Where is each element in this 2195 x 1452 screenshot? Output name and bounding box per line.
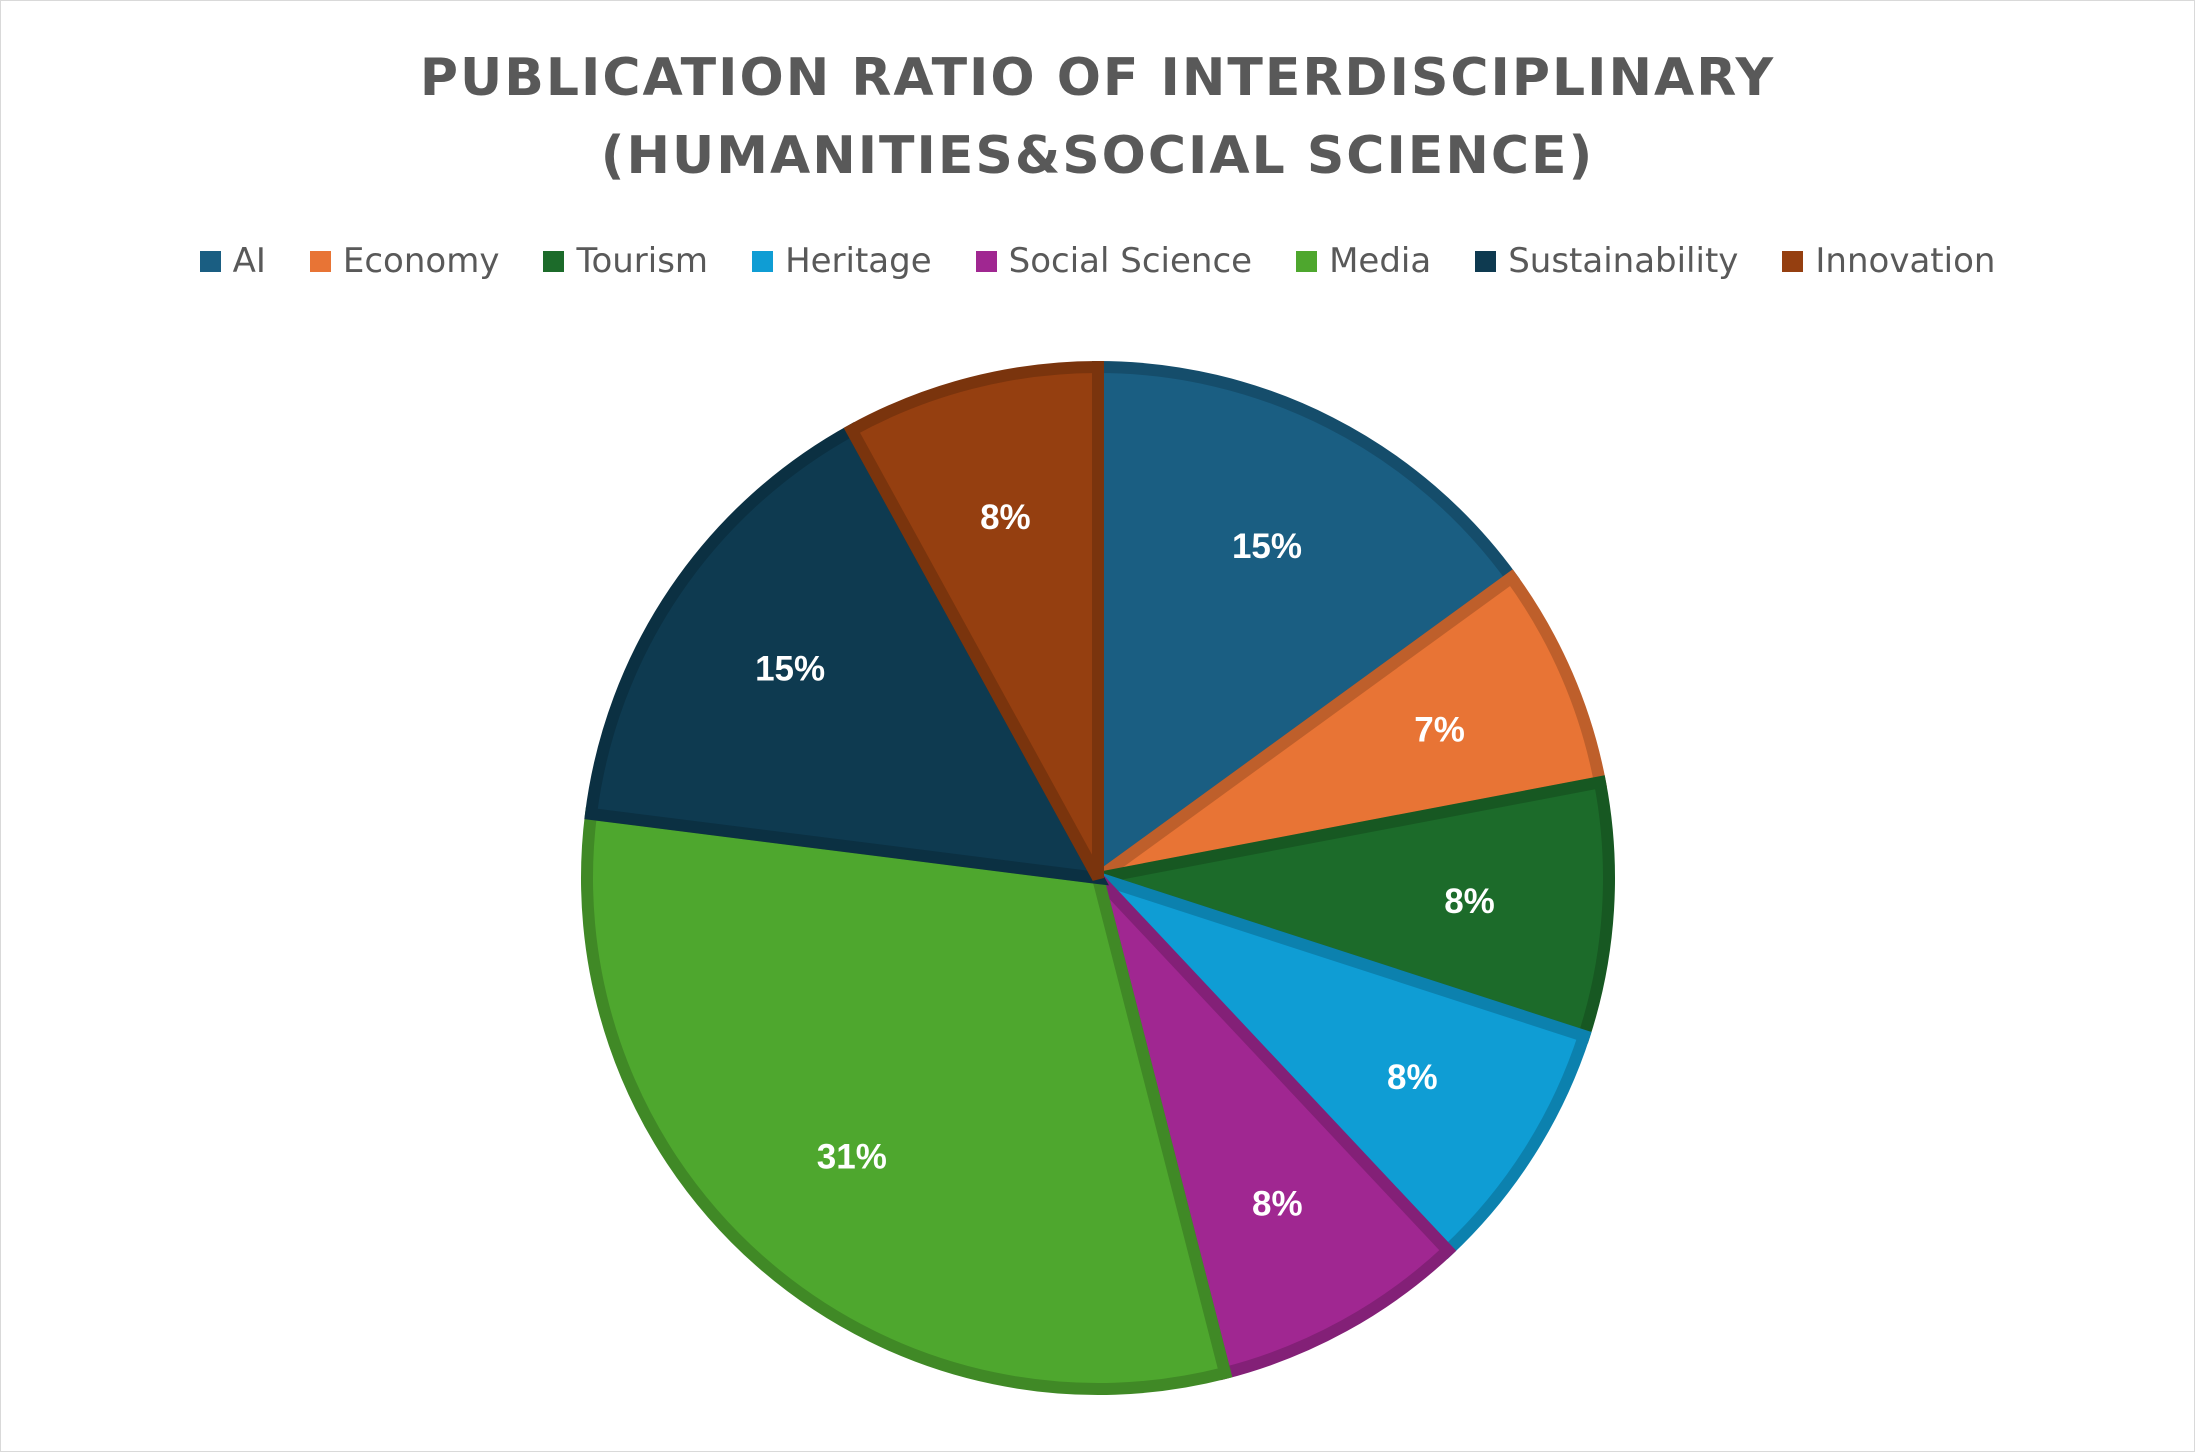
data-label-social-science: 8% bbox=[1252, 1185, 1303, 1224]
legend-label: Economy bbox=[342, 241, 500, 281]
legend-label: AI bbox=[232, 241, 266, 281]
legend-label: Media bbox=[1329, 241, 1432, 281]
data-label-media: 31% bbox=[817, 1138, 887, 1177]
data-label-economy: 7% bbox=[1414, 711, 1465, 750]
legend-item-social-science: Social Science bbox=[975, 239, 1253, 283]
legend-label: Innovation bbox=[1815, 241, 1996, 281]
pie-slice-innovation bbox=[843, 360, 1104, 881]
legend-item-economy: Economy bbox=[309, 239, 500, 283]
legend-label: Social Science bbox=[1008, 241, 1253, 281]
legend-item-tourism: Tourism bbox=[543, 239, 708, 283]
data-label-tourism: 8% bbox=[1444, 882, 1495, 921]
legend-swatch bbox=[309, 250, 331, 272]
chart-title-line-1: PUBLICATION RATIO OF INTERDISCIPLINARY bbox=[419, 48, 1776, 108]
legend-swatch bbox=[1475, 250, 1497, 272]
legend-item-media: Media bbox=[1296, 239, 1431, 283]
chart-title: PUBLICATION RATIO OF INTERDISCIPLINARY (… bbox=[1, 39, 2194, 195]
legend-item-innovation: Innovation bbox=[1782, 239, 1995, 283]
pie-slice-ai bbox=[1092, 360, 1520, 890]
legend-swatch bbox=[543, 250, 565, 272]
pie-slice-social-science bbox=[1092, 873, 1457, 1381]
chart-title-line-2: (HUMANITIES&SOCIAL SCIENCE) bbox=[600, 126, 1595, 186]
pie-slice-sustainability bbox=[584, 422, 1109, 886]
pie-slice-media bbox=[581, 807, 1233, 1395]
pie-slice-heritage bbox=[1093, 872, 1592, 1259]
data-label-innovation: 8% bbox=[980, 498, 1031, 537]
data-label-sustainability: 15% bbox=[755, 649, 825, 688]
pie-slice-tourism bbox=[1096, 775, 1615, 1044]
legend-swatch bbox=[1782, 250, 1804, 272]
pie-data-labels: 15% 7% 8% 8% 8% 31% 15% 8% bbox=[755, 498, 1495, 1224]
pie-slices bbox=[581, 360, 1615, 1395]
legend-swatch bbox=[975, 250, 997, 272]
legend-item-ai: AI bbox=[199, 239, 266, 283]
legend-swatch bbox=[1296, 250, 1318, 272]
legend-swatch bbox=[199, 250, 221, 272]
legend-label: Sustainability bbox=[1508, 241, 1739, 281]
legend-item-sustainability: Sustainability bbox=[1475, 239, 1738, 283]
legend-label: Heritage bbox=[785, 241, 932, 281]
legend-item-heritage: Heritage bbox=[752, 239, 932, 283]
data-label-ai: 15% bbox=[1232, 527, 1302, 566]
chart-legend: AI Economy Tourism Heritage Social Science Me… bbox=[1, 239, 2194, 283]
data-label-heritage: 8% bbox=[1387, 1058, 1438, 1097]
legend-swatch bbox=[752, 250, 774, 272]
legend-label: Tourism bbox=[576, 241, 709, 281]
